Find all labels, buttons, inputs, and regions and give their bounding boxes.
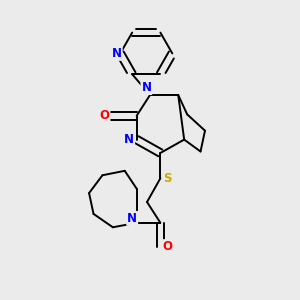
Text: O: O [100,109,110,122]
Text: S: S [164,172,172,185]
Text: O: O [162,240,172,253]
Text: N: N [141,81,152,94]
Text: N: N [112,47,122,60]
Text: N: N [127,212,137,225]
Text: N: N [124,133,134,146]
